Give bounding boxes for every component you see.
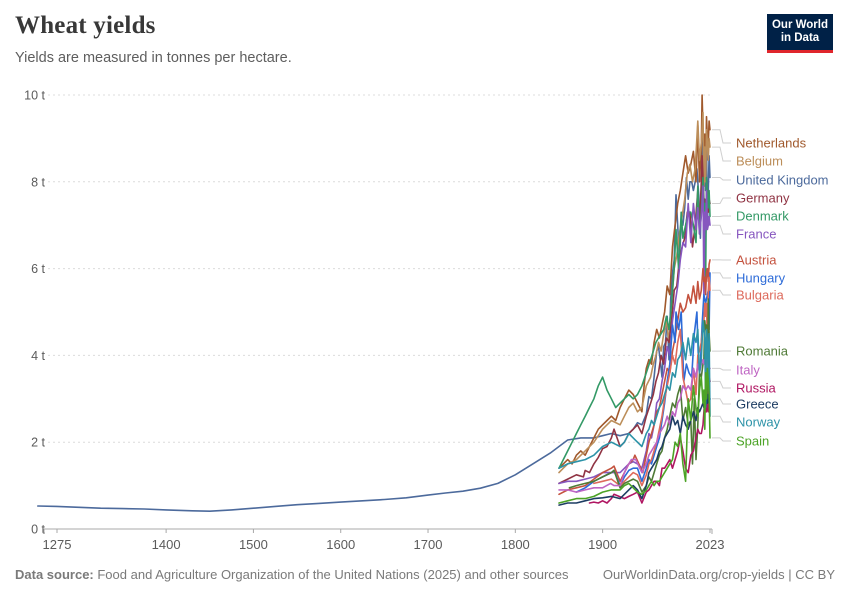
data-source-label: Data source:	[15, 567, 94, 582]
owid-logo-line2: in Data	[780, 32, 820, 44]
x-axis-tick-label: 1600	[326, 537, 355, 552]
owid-logo[interactable]: Our World in Data	[767, 14, 833, 53]
y-axis-tick-label: 0 t	[31, 523, 45, 537]
y-axis-tick-label: 2 t	[31, 436, 45, 450]
legend-leader-germany	[712, 197, 731, 204]
x-axis-tick-label: 1700	[414, 537, 443, 552]
series-line-bulgaria[interactable]	[593, 276, 711, 487]
series-line-netherlands[interactable]	[558, 94, 711, 470]
data-source-text: Food and Agriculture Organization of the…	[93, 567, 569, 582]
series-line-norway[interactable]	[558, 319, 711, 470]
x-axis-tick-label: 2023	[696, 537, 725, 552]
legend-leader-greece	[712, 398, 731, 405]
y-axis-tick-label: 8 t	[31, 175, 45, 189]
legend-leader-norway	[712, 415, 731, 423]
legend-leader-netherlands	[712, 129, 731, 144]
legend-label-austria[interactable]: Austria	[736, 253, 777, 268]
legend-leader-spain	[712, 437, 731, 442]
series-line-united-kingdom[interactable]	[36, 137, 711, 513]
legend-leader-denmark	[712, 215, 731, 217]
x-axis-tick-label: 1500	[239, 537, 268, 552]
y-axis-tick-label: 10 t	[24, 89, 45, 103]
legend-leader-france	[712, 224, 731, 235]
owid-link[interactable]: OurWorldinData.org/crop-yields | CC BY	[602, 567, 835, 582]
x-axis-tick-label: 1900	[588, 537, 617, 552]
legend-label-united-kingdom[interactable]: United Kingdom	[736, 173, 829, 188]
series-line-spain[interactable]	[558, 367, 711, 504]
x-axis-tick-label: 1800	[501, 537, 530, 552]
legend-label-france[interactable]: France	[736, 227, 776, 242]
series-line-germany[interactable]	[558, 155, 711, 485]
y-axis-tick-label: 6 t	[31, 262, 45, 276]
legend-leader-united-kingdom	[712, 177, 731, 181]
legend-leader-hungary	[712, 272, 731, 279]
series-line-hungary[interactable]	[575, 272, 711, 493]
x-axis-tick-label: 1275	[43, 537, 72, 552]
legend-leader-belgium	[712, 146, 731, 162]
x-axis-tick-label: 1400	[152, 537, 181, 552]
y-axis-tick-label: 4 t	[31, 349, 45, 363]
legend-label-belgium[interactable]: Belgium	[736, 154, 783, 169]
owid-logo-line1: Our World	[771, 18, 828, 31]
legend-leader-italy	[712, 367, 731, 371]
legend-label-germany[interactable]: Germany	[736, 191, 790, 206]
legend-label-netherlands[interactable]: Netherlands	[736, 136, 807, 151]
page-title: Wheat yields	[15, 12, 156, 39]
chart-footer: Data source: Food and Agriculture Organi…	[15, 567, 835, 582]
legend-label-denmark[interactable]: Denmark	[736, 209, 789, 224]
legend-label-hungary[interactable]: Hungary	[736, 271, 786, 286]
legend-leader-russia	[712, 380, 731, 389]
legend-label-italy[interactable]: Italy	[736, 363, 760, 378]
legend-label-romania[interactable]: Romania	[736, 344, 789, 359]
legend-label-spain[interactable]: Spain	[736, 434, 769, 449]
legend-label-greece[interactable]: Greece	[736, 397, 779, 412]
chart-subtitle: Yields are measured in tonnes per hectar…	[15, 50, 292, 66]
legend-label-norway[interactable]: Norway	[736, 415, 781, 430]
data-source-note: Data source: Food and Agriculture Organi…	[15, 567, 569, 582]
series-line-italy[interactable]	[558, 354, 711, 493]
legend-leader-bulgaria	[712, 289, 731, 296]
legend-label-russia[interactable]: Russia	[736, 381, 777, 396]
legend-label-bulgaria[interactable]: Bulgaria	[736, 288, 784, 303]
